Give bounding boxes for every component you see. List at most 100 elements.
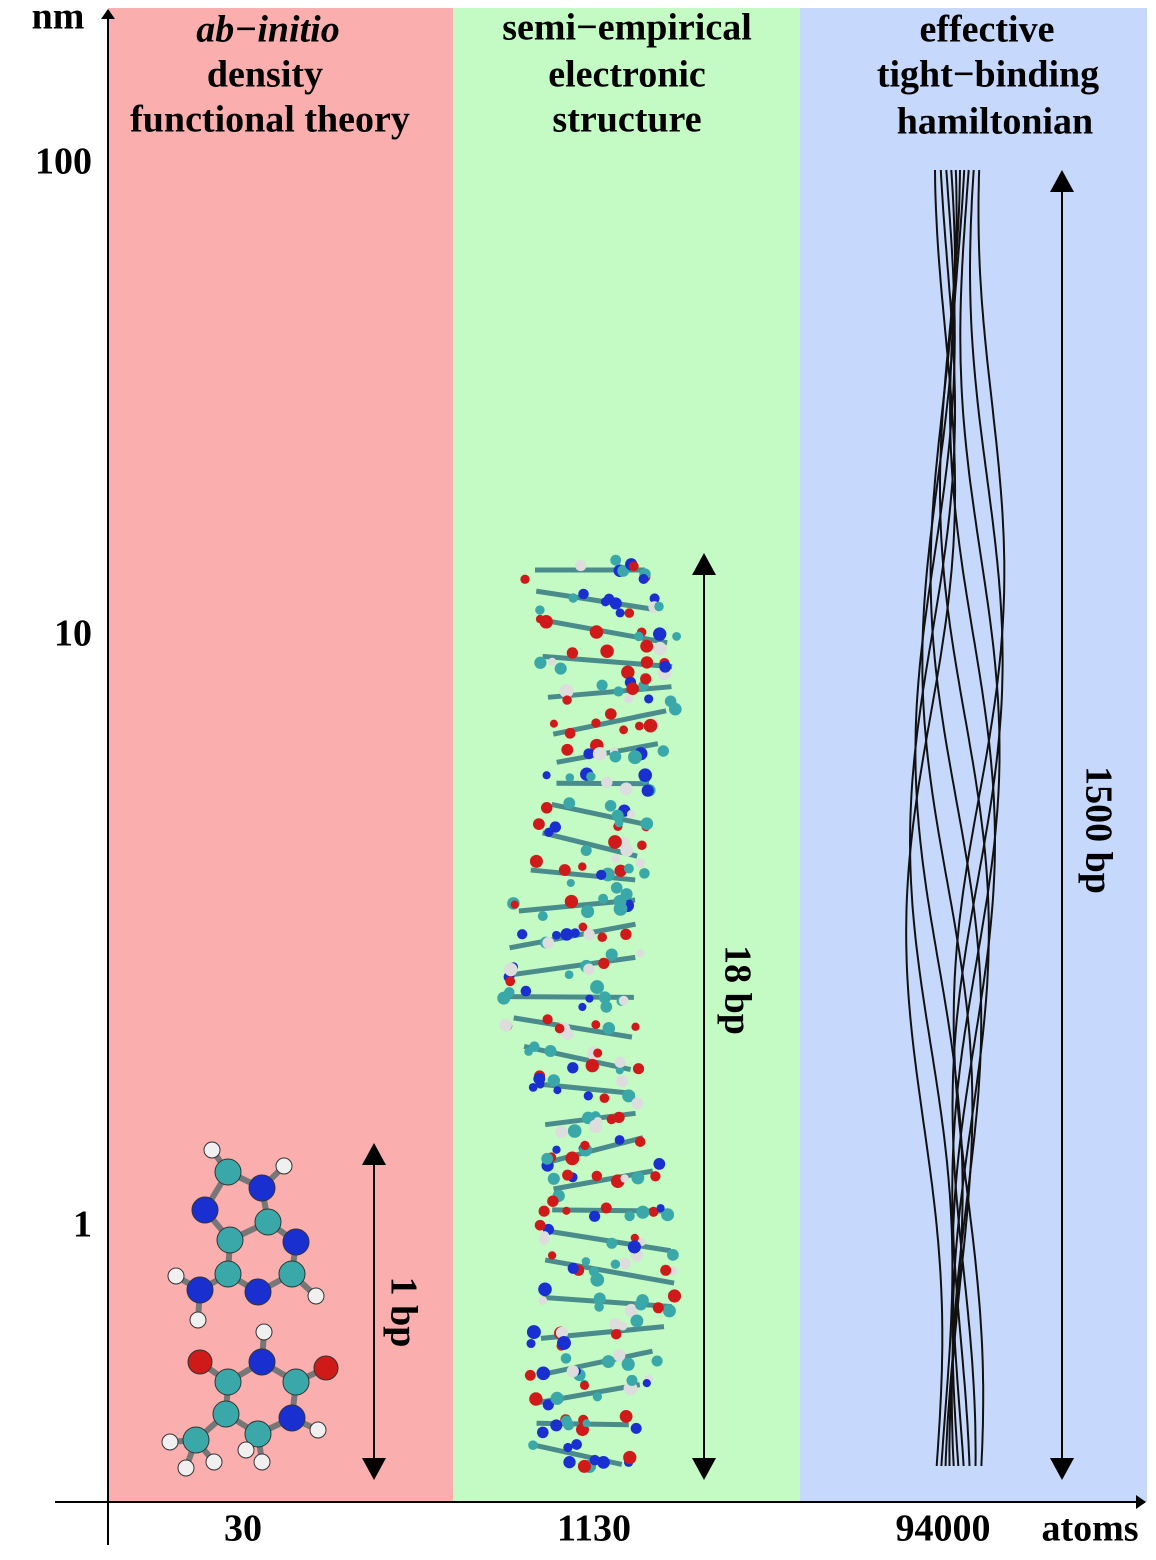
atom	[538, 1282, 552, 1297]
y-tick-label: 1	[73, 1204, 92, 1246]
atom	[619, 1409, 633, 1423]
atom	[633, 631, 644, 642]
atom	[627, 1240, 641, 1254]
atom-count: 1130	[557, 1508, 631, 1550]
atom	[248, 1174, 276, 1202]
atom	[609, 750, 622, 763]
atom	[630, 1314, 644, 1328]
atom	[282, 1368, 310, 1396]
atom	[640, 639, 654, 653]
atom	[631, 1022, 640, 1031]
atom	[588, 1119, 603, 1134]
atom	[278, 1260, 306, 1288]
atom	[161, 1433, 179, 1451]
atom	[588, 1210, 601, 1222]
atom	[639, 868, 650, 879]
dna-strand	[921, 169, 974, 1466]
atom	[547, 1251, 557, 1260]
atom	[499, 1018, 513, 1032]
atom	[592, 1392, 603, 1402]
panel-title: tight−binding	[877, 54, 1099, 96]
atom	[562, 1169, 574, 1181]
y-tick-label: 100	[35, 141, 92, 183]
atom	[611, 854, 621, 864]
atom	[560, 1353, 572, 1364]
atom	[538, 1205, 550, 1217]
panel-title: ab−initio	[196, 9, 339, 51]
panel-title: hamiltonian	[897, 101, 1093, 143]
atom	[542, 936, 555, 949]
atom	[618, 1257, 631, 1270]
atom	[624, 1210, 635, 1222]
atom	[536, 1366, 551, 1381]
atom	[628, 561, 639, 572]
atom	[626, 810, 636, 819]
atom	[566, 1365, 579, 1378]
atom	[504, 987, 515, 998]
atom	[517, 929, 528, 940]
atom	[582, 1419, 591, 1428]
atom	[600, 1202, 612, 1214]
atom	[552, 1145, 561, 1154]
atom	[581, 1257, 591, 1266]
atom	[187, 1349, 213, 1375]
dna-strand	[949, 169, 997, 1467]
atom	[657, 745, 670, 757]
atom	[615, 1066, 624, 1075]
atom	[581, 1111, 595, 1125]
atom	[529, 1041, 540, 1052]
atom	[537, 911, 548, 922]
atom	[620, 928, 632, 940]
atom	[618, 1321, 628, 1331]
atom	[653, 627, 667, 641]
atom	[651, 1355, 663, 1367]
atom	[244, 1420, 272, 1448]
atom	[601, 776, 613, 788]
atom	[588, 1266, 600, 1277]
atom	[586, 771, 596, 782]
atom	[541, 1152, 554, 1165]
atom	[538, 1296, 548, 1305]
atom	[533, 818, 545, 830]
atom	[599, 1093, 610, 1104]
atom	[598, 957, 610, 970]
panel-title: density	[207, 54, 323, 96]
atom	[610, 554, 622, 566]
atom	[602, 1022, 616, 1035]
atom	[615, 608, 625, 618]
atom	[542, 771, 551, 780]
atom	[628, 750, 642, 765]
atom	[255, 1323, 273, 1341]
atom	[557, 1336, 571, 1350]
length-label: 18 bp	[716, 945, 758, 1035]
atom	[549, 719, 558, 728]
atom	[592, 746, 607, 761]
atom	[642, 1378, 651, 1388]
atom	[638, 573, 649, 585]
atom	[596, 869, 607, 881]
atom	[564, 970, 574, 980]
atom	[603, 593, 615, 604]
atom	[652, 1302, 664, 1314]
atom	[661, 1208, 675, 1222]
atom	[520, 574, 530, 584]
atom	[580, 1140, 590, 1151]
atom	[278, 1404, 306, 1432]
atom	[656, 1204, 665, 1213]
atom	[559, 684, 574, 699]
atom	[622, 1089, 636, 1103]
atom	[544, 1044, 557, 1058]
atom	[638, 768, 652, 782]
atom	[544, 827, 554, 837]
atom	[563, 1456, 576, 1469]
atom	[282, 1228, 310, 1256]
atom	[614, 864, 627, 877]
atom	[583, 1091, 593, 1101]
base-pair	[530, 867, 636, 883]
atom	[547, 1172, 560, 1185]
length-label: 1500 bp	[1077, 766, 1119, 894]
atom	[575, 559, 587, 572]
atom	[630, 1233, 639, 1243]
atom	[648, 1206, 659, 1217]
